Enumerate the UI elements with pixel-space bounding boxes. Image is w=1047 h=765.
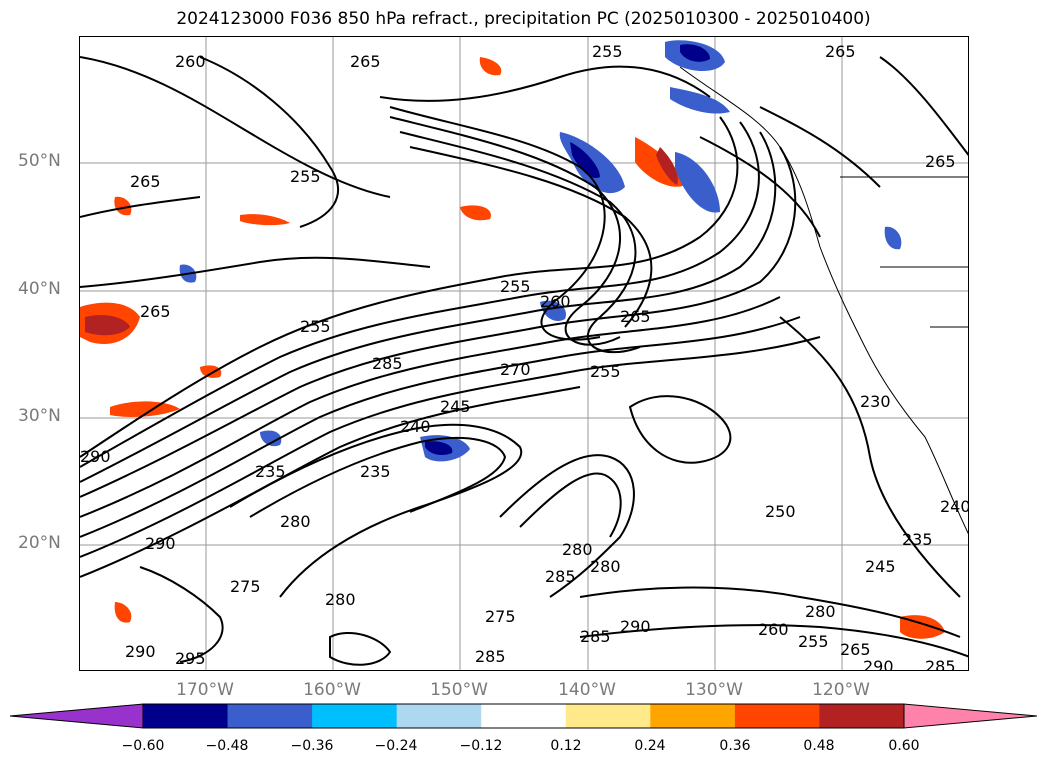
coastline xyxy=(679,66,968,535)
colorbar-segment xyxy=(481,704,567,728)
contour-label: 255 xyxy=(290,167,321,186)
contour-label: 275 xyxy=(485,607,516,626)
contour-label: 295 xyxy=(175,649,206,668)
colorbar-tick: 0.48 xyxy=(803,738,835,754)
contour-label: 280 xyxy=(325,590,356,609)
colorbar-segment xyxy=(227,704,313,728)
colorbar-tick: −0.24 xyxy=(374,738,418,754)
colorbar-tick: −0.48 xyxy=(205,738,249,754)
contour-label: 280 xyxy=(562,540,593,559)
map-panel: 260 265 255 265 255 265 255 260 265 255 … xyxy=(79,36,969,671)
graticule xyxy=(80,37,968,670)
contour-label-layer: 260 265 255 265 255 265 255 260 265 255 … xyxy=(80,42,969,671)
contour-label: 265 xyxy=(840,640,871,659)
map-canvas: 260 265 255 265 255 265 255 260 265 255 … xyxy=(80,37,969,671)
lon-label-150w: 150°W xyxy=(430,680,488,700)
contour-label: 270 xyxy=(500,360,531,379)
contour-label: 255 xyxy=(592,42,623,61)
contour-label: 290 xyxy=(145,534,176,553)
map-title: 2024123000 F036 850 hPa refract., precip… xyxy=(176,9,871,29)
colorbar-segment xyxy=(396,704,482,728)
contour-label: 280 xyxy=(805,602,836,621)
contour-label: 255 xyxy=(300,317,331,336)
colorbar-tick: −0.60 xyxy=(121,738,165,754)
contour-label: 265 xyxy=(130,172,161,191)
contour-label: 235 xyxy=(902,530,933,549)
colorbar xyxy=(10,703,1037,729)
contour-label: 265 xyxy=(350,52,381,71)
colorbar-tick: 0.60 xyxy=(888,738,920,754)
lat-label-40n: 40°N xyxy=(18,279,61,299)
contour-label: 245 xyxy=(440,397,471,416)
contour-label: 265 xyxy=(925,152,956,171)
colorbar-extend-max xyxy=(903,703,1037,729)
contour-label: 290 xyxy=(620,617,651,636)
colorbar-segment xyxy=(734,704,820,728)
lon-label-120w: 120°W xyxy=(812,680,870,700)
lon-label-140w: 140°W xyxy=(558,680,616,700)
colorbar-segment xyxy=(819,704,905,728)
lat-label-30n: 30°N xyxy=(18,406,61,426)
lat-label-20n: 20°N xyxy=(18,533,61,553)
contour-label: 255 xyxy=(590,362,621,381)
contour-label: 260 xyxy=(540,292,571,311)
contour-label: 285 xyxy=(925,657,956,671)
contour-label: 265 xyxy=(620,307,651,326)
precip-shading xyxy=(80,40,945,639)
colorbar-tick: 0.12 xyxy=(550,738,582,754)
contour-label: 260 xyxy=(175,52,206,71)
contour-label: 235 xyxy=(360,462,391,481)
colorbar-segment xyxy=(650,704,736,728)
contour-label: 260 xyxy=(758,620,789,639)
colorbar-segments xyxy=(10,703,1037,729)
lon-label-170w: 170°W xyxy=(176,680,234,700)
contour-label: 290 xyxy=(80,447,111,466)
contour-label: 280 xyxy=(590,557,621,576)
colorbar-tick: 0.36 xyxy=(719,738,751,754)
lon-label-160w: 160°W xyxy=(303,680,361,700)
contour-label: 285 xyxy=(580,627,611,646)
contour-label: 265 xyxy=(140,302,171,321)
contour-label: 280 xyxy=(280,512,311,531)
contour-label: 285 xyxy=(545,567,576,586)
colorbar-tick: −0.12 xyxy=(459,738,503,754)
lon-label-130w: 130°W xyxy=(685,680,743,700)
contour-label: 235 xyxy=(255,462,286,481)
contour-label: 255 xyxy=(798,632,829,651)
colorbar-segment xyxy=(143,704,229,728)
contour-label: 290 xyxy=(863,657,894,671)
contour-label: 240 xyxy=(940,497,969,516)
colorbar-extend-min xyxy=(10,703,144,729)
contour-label: 290 xyxy=(125,642,156,661)
contour-label: 230 xyxy=(860,392,891,411)
colorbar-segment xyxy=(312,704,398,728)
colorbar-tick: 0.24 xyxy=(634,738,666,754)
refractivity-contours xyxy=(80,56,968,666)
contour-label: 255 xyxy=(500,277,531,296)
contour-label: 245 xyxy=(865,557,896,576)
contour-label: 285 xyxy=(475,647,506,666)
colorbar-segment xyxy=(565,704,651,728)
contour-label: 250 xyxy=(765,502,796,521)
contour-label: 240 xyxy=(400,417,431,436)
lat-label-50n: 50°N xyxy=(18,151,61,171)
contour-label: 275 xyxy=(230,577,261,596)
contour-label: 285 xyxy=(372,354,403,373)
contour-label: 265 xyxy=(825,42,856,61)
colorbar-tick: −0.36 xyxy=(290,738,334,754)
